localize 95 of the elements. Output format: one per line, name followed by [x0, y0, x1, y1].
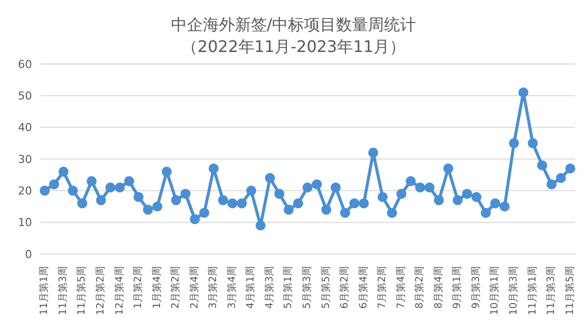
- point: [340, 208, 350, 218]
- point: [77, 198, 88, 208]
- y-tick-label: 10: [18, 216, 32, 230]
- point: [274, 188, 284, 199]
- point: [162, 166, 172, 177]
- y-tick-label: 50: [18, 90, 32, 103]
- x-tick-label: 11月第5周: [76, 266, 88, 316]
- point: [312, 179, 322, 190]
- point: [480, 208, 491, 218]
- x-tick-label: 2月第2周: [170, 266, 182, 309]
- point: [49, 179, 60, 190]
- point: [565, 164, 576, 174]
- point: [236, 198, 247, 208]
- x-tick-label: 9月第1周: [451, 266, 464, 309]
- x-tick-label: 11月第5周: [564, 266, 576, 316]
- y-tick-label: 30: [18, 152, 32, 166]
- point: [171, 195, 182, 206]
- x-tick-label: 11月第1周: [526, 266, 538, 316]
- point: [134, 192, 144, 202]
- x-tick-label: 7月第4周: [394, 266, 407, 309]
- point: [58, 166, 68, 177]
- x-tick-label: 6月第4周: [357, 266, 370, 309]
- x-tick-label: 5月第1周: [282, 266, 294, 309]
- point: [508, 138, 519, 148]
- point: [264, 173, 275, 183]
- x-tick-label: 5月第3周: [301, 266, 313, 309]
- point: [86, 176, 97, 186]
- x-tick-label: 1月第4周: [150, 266, 163, 309]
- x-tick-label: 9月第3周: [470, 266, 482, 309]
- point: [415, 182, 426, 192]
- y-tick-label: 0: [25, 248, 32, 261]
- point: [124, 176, 134, 186]
- y-tick-label: 20: [18, 184, 32, 198]
- point: [302, 182, 312, 192]
- point: [218, 195, 228, 206]
- point: [68, 186, 78, 196]
- point: [105, 182, 116, 192]
- point: [152, 202, 162, 212]
- point: [424, 182, 435, 192]
- x-tick-label: 11月第3周: [545, 266, 558, 316]
- point: [443, 164, 454, 174]
- y-tick-label: 40: [18, 121, 32, 134]
- point: [528, 138, 538, 148]
- point: [546, 179, 557, 190]
- point: [386, 208, 397, 218]
- x-tick-label: 7月第2周: [376, 266, 388, 309]
- point: [378, 192, 388, 202]
- y-tick-label: 60: [18, 58, 32, 71]
- chart-title: 中企海外新签/中标项目数量周统计: [170, 14, 418, 36]
- x-tick-label: 4月第1周: [244, 266, 257, 309]
- point: [462, 188, 472, 199]
- point: [142, 204, 153, 215]
- x-tick-label: 5月第5周: [320, 266, 332, 309]
- point: [490, 198, 500, 208]
- x-tick-label: 11月第1周: [38, 266, 50, 316]
- point: [556, 173, 566, 183]
- point: [396, 188, 406, 199]
- point: [180, 188, 190, 199]
- x-tick-label: 1月第2周: [132, 266, 144, 309]
- point: [349, 198, 360, 208]
- point: [321, 204, 332, 215]
- x-tick-label: 8月第4周: [432, 266, 444, 309]
- point: [40, 186, 50, 196]
- x-tick-label: 3月第4周: [226, 266, 238, 309]
- point: [227, 198, 238, 208]
- point: [330, 182, 341, 192]
- x-tick-label: 10月第3周: [507, 266, 520, 316]
- x-tick-label: 8月第2周: [414, 266, 426, 309]
- x-tick-label: 4月第3周: [263, 266, 276, 309]
- x-tick-label: 2月第4周: [188, 266, 200, 309]
- point: [293, 198, 304, 208]
- x-tick-label: 11月第3周: [56, 266, 69, 316]
- point: [114, 182, 125, 192]
- point: [500, 202, 510, 212]
- point: [518, 88, 528, 98]
- point: [208, 164, 219, 174]
- point: [246, 186, 256, 196]
- point: [199, 208, 210, 218]
- x-tick-label: 12月第2周: [94, 266, 107, 316]
- x-tick-label: 6月第2周: [338, 266, 351, 309]
- x-tick-label: 10月第1周: [488, 266, 501, 316]
- x-tick-label: 12月第4周: [113, 266, 126, 316]
- point: [434, 195, 444, 206]
- point: [358, 198, 369, 208]
- point: [256, 220, 266, 230]
- point: [190, 214, 200, 224]
- point: [452, 195, 463, 206]
- point: [368, 148, 378, 158]
- x-tick-label: 3月第2周: [207, 266, 220, 309]
- point: [471, 192, 482, 202]
- point: [96, 195, 106, 206]
- point: [284, 204, 294, 215]
- point: [537, 160, 548, 170]
- chart-subtitle: （2022年11月-2023年11月）: [180, 36, 406, 58]
- point: [406, 176, 416, 186]
